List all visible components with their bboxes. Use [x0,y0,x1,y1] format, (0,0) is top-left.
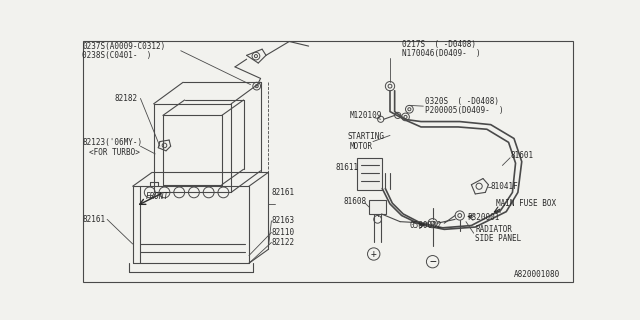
Text: 0217S  ( -D0408): 0217S ( -D0408) [402,40,476,49]
Text: MOTOR: MOTOR [349,142,373,151]
Text: 82110: 82110 [271,228,294,237]
Text: 0320S  ( -D0408): 0320S ( -D0408) [425,97,499,106]
Text: −: − [429,257,436,267]
Text: 81611: 81611 [336,163,359,172]
Text: +: + [371,249,377,259]
Text: P200005(D0409-  ): P200005(D0409- ) [425,106,504,115]
Text: 82161: 82161 [271,188,294,197]
Text: 82163: 82163 [271,216,294,225]
Text: 0237S(A0009-C0312): 0237S(A0009-C0312) [83,42,166,51]
Text: A820001080: A820001080 [515,270,561,279]
Text: MAIN FUSE BOX: MAIN FUSE BOX [496,199,556,208]
Text: FRONT: FRONT [146,192,169,201]
Text: M120109: M120109 [349,111,382,120]
Text: 82161: 82161 [83,215,106,224]
Bar [369,200,386,214]
Text: 81041F: 81041F [491,182,518,191]
Text: 0580002: 0580002 [410,221,442,230]
Text: 0238S(C0401-  ): 0238S(C0401- ) [83,51,152,60]
Text: 82122: 82122 [271,238,294,247]
Text: 82182: 82182 [115,94,138,103]
Text: RADIATOR: RADIATOR [476,225,512,234]
Text: SIDE PANEL: SIDE PANEL [476,234,522,243]
Text: N170046(D0409-  ): N170046(D0409- ) [402,49,480,58]
Text: STARTING: STARTING [348,132,385,141]
Text: <FOR TURBO>: <FOR TURBO> [90,148,140,157]
Text: 82123('06MY-): 82123('06MY-) [83,138,143,147]
Text: P320001: P320001 [467,212,500,221]
Text: 81601: 81601 [510,151,533,160]
Text: 81608: 81608 [344,197,367,206]
Bar [358,158,382,190]
